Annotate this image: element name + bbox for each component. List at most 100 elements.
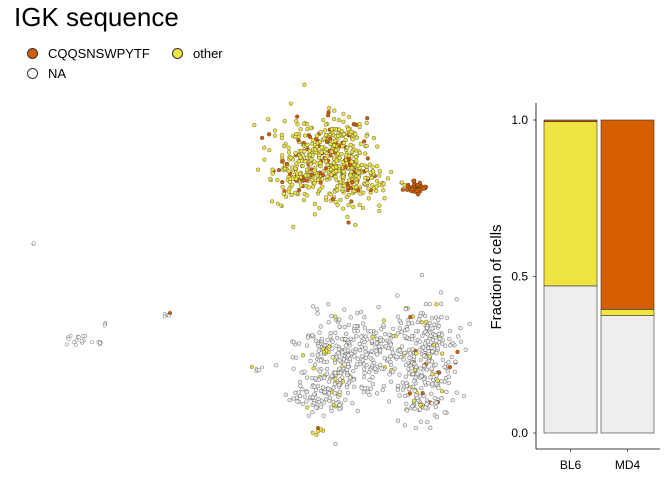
scatter-point bbox=[66, 336, 71, 341]
scatter-point bbox=[305, 405, 310, 410]
scatter-point bbox=[335, 202, 340, 207]
scatter-point bbox=[402, 350, 407, 355]
scatter-point bbox=[422, 380, 427, 385]
scatter-point bbox=[350, 137, 355, 142]
y-tick-label: 1.0 bbox=[511, 113, 528, 127]
scatter-point bbox=[434, 302, 439, 307]
scatter-point bbox=[307, 134, 313, 139]
scatter-point bbox=[363, 175, 368, 181]
scatter-point bbox=[332, 143, 337, 148]
scatter-point bbox=[408, 314, 413, 320]
scatter-point bbox=[418, 313, 423, 319]
scatter-point bbox=[332, 391, 337, 396]
scatter-point bbox=[331, 160, 336, 165]
scatter-point bbox=[458, 326, 463, 331]
scatter-point bbox=[338, 370, 343, 375]
scatter-point bbox=[308, 358, 313, 363]
scatter-point bbox=[315, 311, 320, 316]
scatter-point bbox=[319, 150, 324, 155]
scatter-point bbox=[458, 339, 464, 344]
scatter-point bbox=[455, 349, 460, 354]
scatter-point bbox=[370, 334, 375, 339]
scatter-point bbox=[303, 173, 308, 178]
scatter-point bbox=[395, 418, 401, 423]
scatter-point bbox=[341, 141, 346, 146]
scatter-point bbox=[282, 166, 288, 172]
scatter-point bbox=[291, 366, 296, 371]
scatter-point bbox=[305, 142, 310, 147]
scatter-point bbox=[377, 203, 382, 208]
scatter-point bbox=[346, 322, 351, 328]
scatter-point bbox=[319, 358, 324, 363]
scatter-point bbox=[454, 390, 459, 395]
scatter-point bbox=[345, 188, 350, 193]
scatter-point bbox=[358, 191, 363, 196]
scatter-point bbox=[388, 359, 393, 365]
scatter-point bbox=[335, 188, 340, 193]
scatter-point bbox=[346, 202, 351, 208]
x-tick-label: MD4 bbox=[615, 458, 641, 472]
scatter-point bbox=[330, 339, 335, 344]
scatter-point bbox=[348, 336, 353, 341]
scatter-point bbox=[421, 345, 426, 350]
scatter-point bbox=[293, 151, 298, 156]
scatter-point bbox=[346, 127, 351, 132]
scatter-point bbox=[345, 348, 351, 353]
scatter-point bbox=[341, 169, 346, 174]
scatter-point bbox=[436, 317, 441, 322]
scatter-point bbox=[425, 339, 430, 344]
scatter-point bbox=[339, 336, 344, 342]
scatter-point bbox=[379, 366, 384, 371]
scatter-point bbox=[400, 387, 406, 392]
scatter-point bbox=[423, 302, 428, 307]
scatter-point bbox=[316, 429, 321, 434]
scatter-point bbox=[64, 342, 69, 347]
scatter-point bbox=[377, 182, 382, 187]
scatter-point bbox=[262, 157, 267, 162]
scatter-point bbox=[304, 167, 309, 172]
scatter-point bbox=[296, 138, 301, 143]
scatter-point bbox=[333, 330, 338, 335]
scatter-point bbox=[286, 145, 291, 150]
scatter-point bbox=[433, 362, 438, 367]
scatter-point bbox=[323, 159, 329, 164]
scatter-point bbox=[327, 105, 332, 111]
scatter-point bbox=[359, 344, 364, 349]
scatter-point bbox=[421, 186, 426, 191]
scatter-point bbox=[434, 400, 439, 405]
scatter-point bbox=[305, 122, 310, 127]
scatter-point bbox=[354, 334, 359, 339]
scatter-point bbox=[377, 344, 382, 349]
scatter-point bbox=[383, 332, 388, 337]
scatter-point bbox=[467, 321, 472, 326]
scatter-point bbox=[304, 155, 309, 160]
scatter-point bbox=[303, 159, 308, 164]
scatter-point bbox=[318, 187, 323, 192]
scatter-point bbox=[374, 188, 379, 193]
scatter-point bbox=[439, 290, 444, 295]
scatter-point bbox=[430, 382, 435, 387]
scatter-point bbox=[419, 273, 425, 278]
scatter-point bbox=[325, 366, 330, 371]
scatter-point bbox=[404, 401, 409, 406]
scatter-point bbox=[336, 351, 341, 356]
scatter-point bbox=[424, 319, 429, 324]
scatter-point bbox=[324, 195, 329, 200]
scatter-point bbox=[411, 178, 416, 184]
scatter-point bbox=[355, 135, 360, 140]
scatter-point bbox=[260, 135, 265, 140]
scatter-point bbox=[418, 366, 423, 371]
scatter-point bbox=[330, 346, 335, 351]
scatter-point bbox=[298, 155, 303, 160]
scatter-point bbox=[446, 360, 451, 365]
scatter-point bbox=[359, 334, 364, 339]
scatter-point bbox=[325, 113, 331, 118]
scatter-point bbox=[296, 341, 302, 346]
scatter-point bbox=[344, 194, 349, 200]
scatter-point bbox=[338, 197, 343, 203]
scatter-point bbox=[324, 396, 329, 402]
umap-scatter bbox=[31, 82, 472, 446]
scatter-point bbox=[268, 176, 273, 182]
scatter-point bbox=[429, 401, 435, 406]
scatter-point bbox=[362, 315, 367, 320]
